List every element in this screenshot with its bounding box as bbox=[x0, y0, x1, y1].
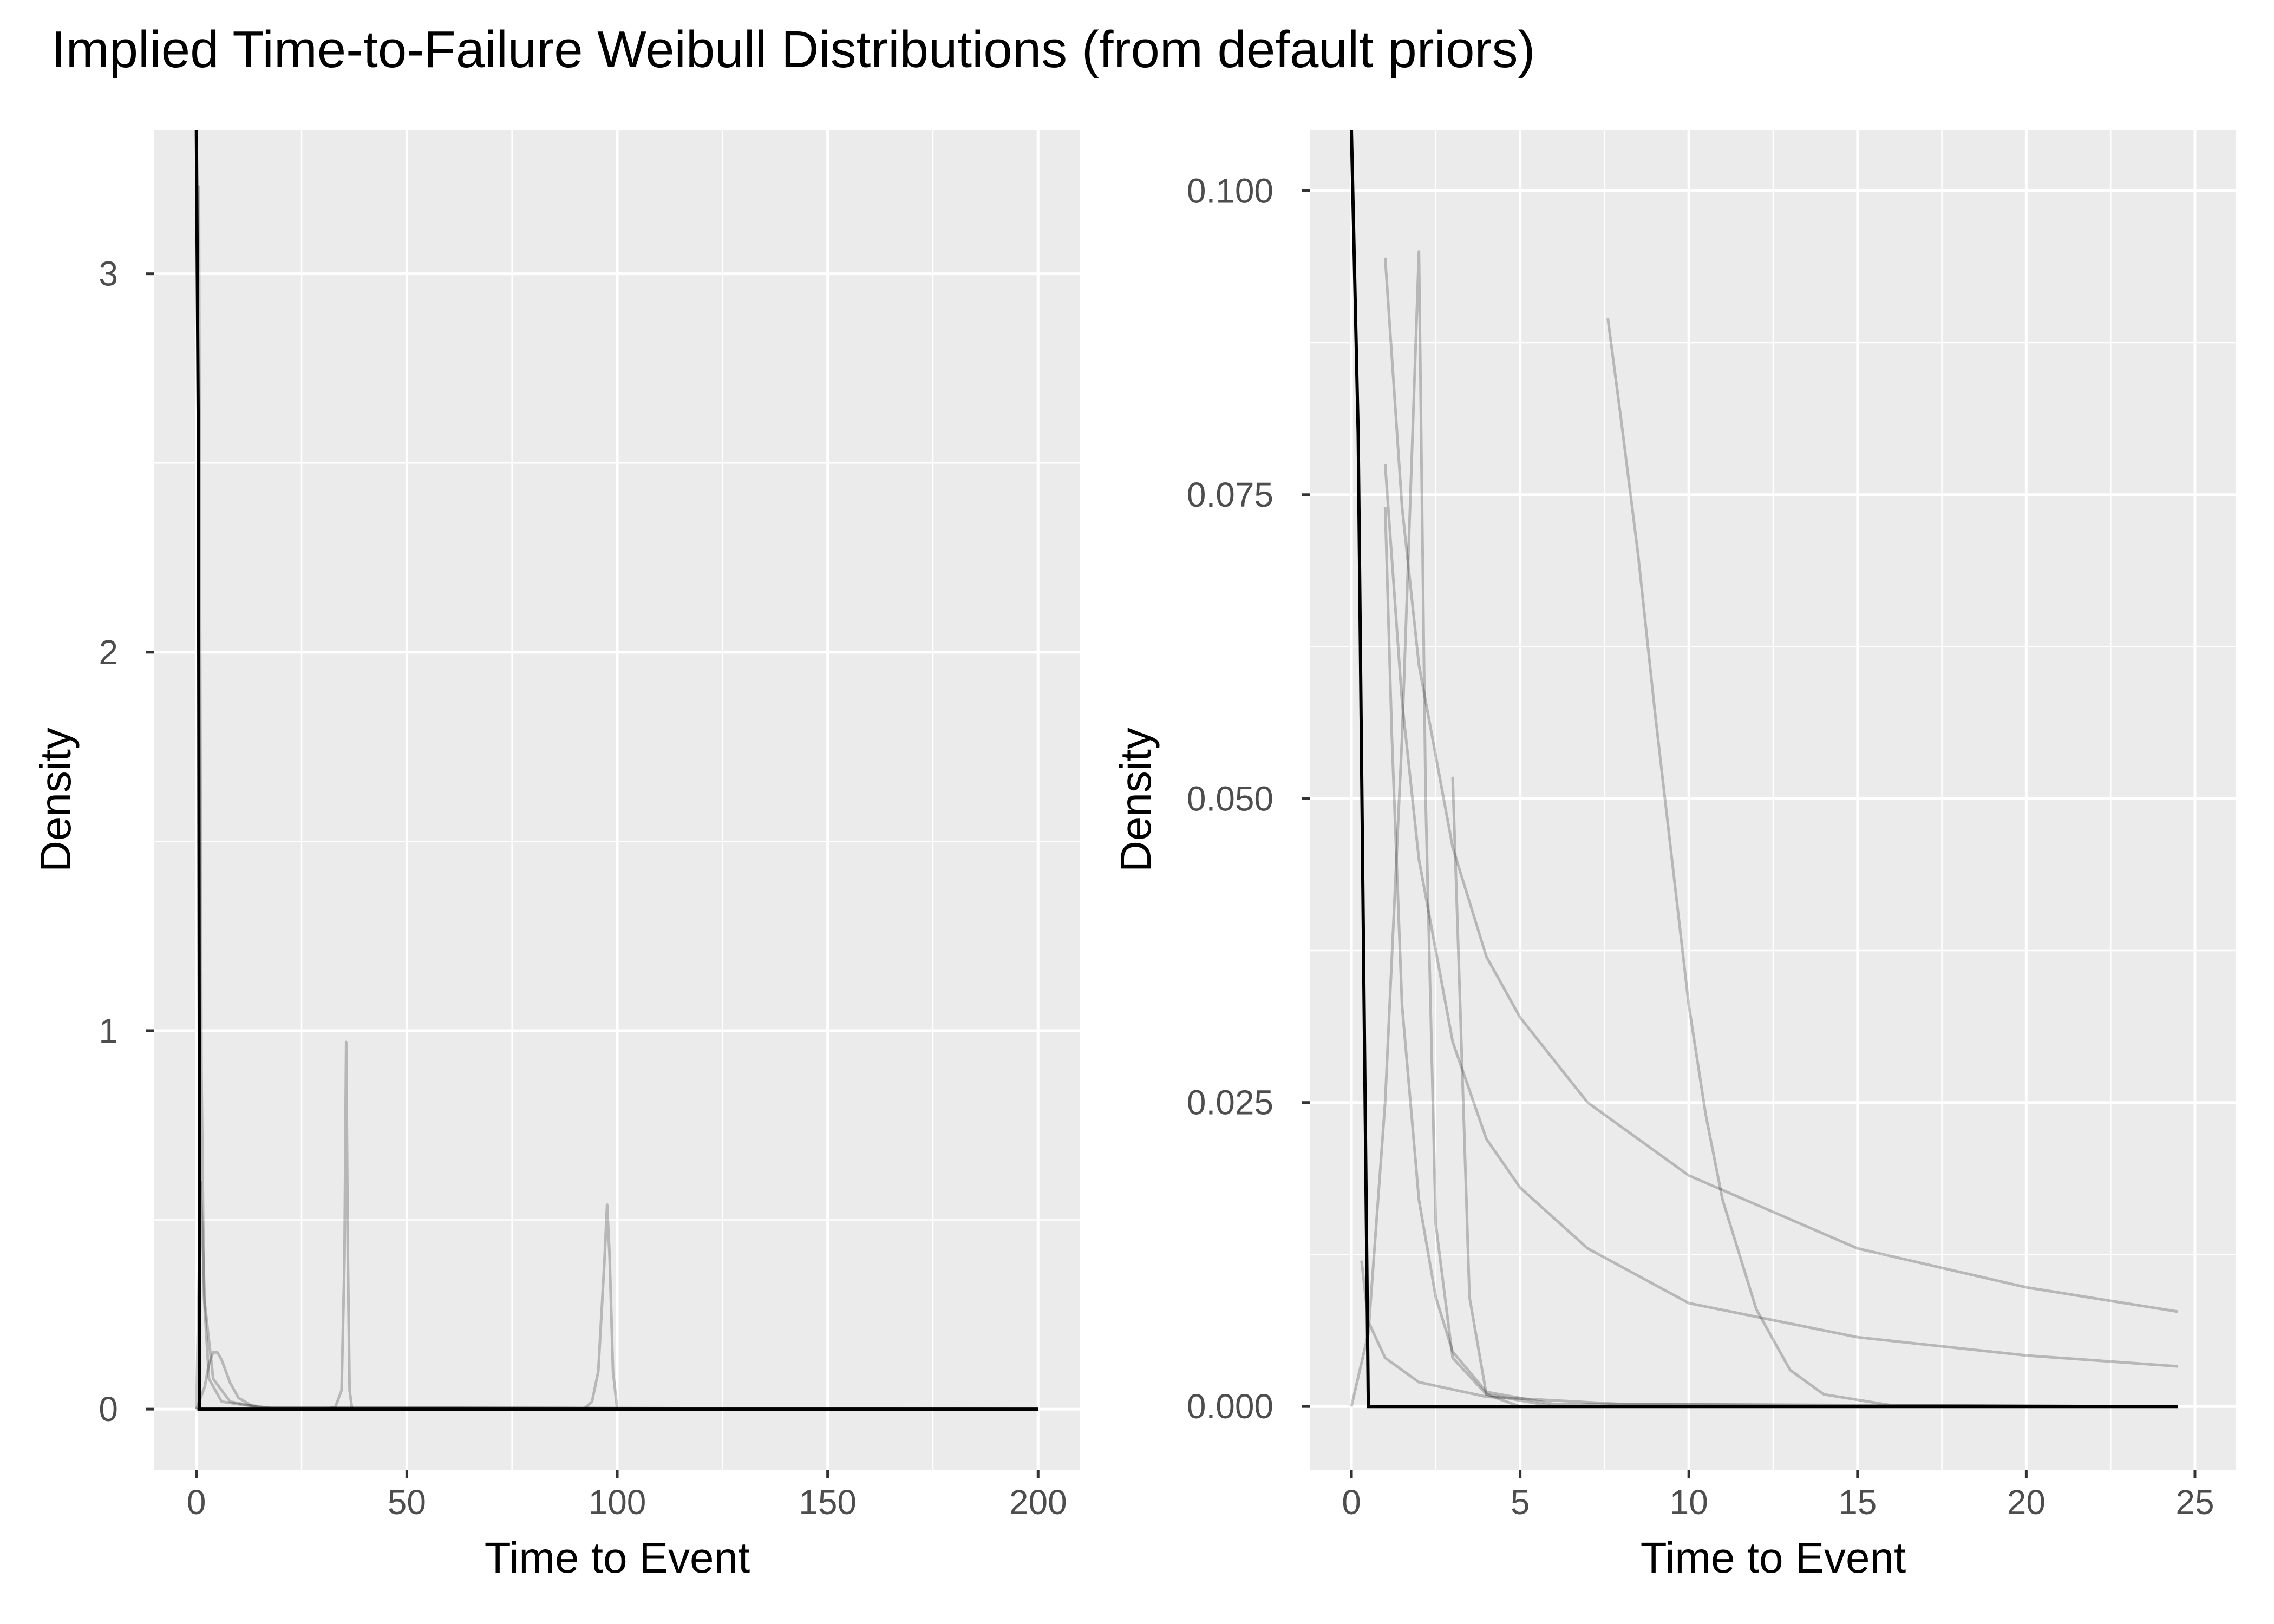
x-tick-label: 200 bbox=[1009, 1483, 1067, 1522]
prior-draw-curve-3 bbox=[195, 1351, 1038, 1411]
reference-curve bbox=[1350, 130, 2178, 1409]
prior-draw-curve-6 bbox=[1606, 318, 2178, 1408]
y-tick-label: 0.025 bbox=[1187, 1083, 1273, 1122]
x-tick-label: 5 bbox=[1511, 1483, 1530, 1522]
prior-draw-curve-5 bbox=[196, 1203, 1038, 1411]
y-tick-label: 2 bbox=[99, 633, 118, 672]
prior-draw-curve-3 bbox=[1350, 250, 2178, 1408]
y-tick-label: 0.050 bbox=[1187, 779, 1273, 818]
x-tick-label: 150 bbox=[799, 1483, 857, 1522]
curves-group bbox=[194, 130, 1038, 1411]
prior-draw-curve-2 bbox=[1383, 464, 2178, 1368]
y-axis-title: Density bbox=[31, 728, 80, 872]
x-tick-label: 15 bbox=[1838, 1483, 1877, 1522]
right-panel: 0 5 10 15 20 25 0.000 0.025 0.050 0.075 0.100 Time … bbox=[1112, 130, 2236, 1582]
prior-draw-curve-4 bbox=[1383, 507, 2178, 1408]
y-axis-title: Density bbox=[1112, 728, 1160, 872]
x-axis-title: Time to Event bbox=[485, 1534, 750, 1582]
x-tick-label: 0 bbox=[1342, 1483, 1361, 1522]
y-tick-label: 0.000 bbox=[1187, 1387, 1273, 1426]
left-panel: 0 50 100 150 200 0 1 2 3 Time to Event Density bbox=[31, 130, 1080, 1582]
x-tick-label: 20 bbox=[2007, 1483, 2046, 1522]
figure-title: Implied Time-to-Failure Weibull Distribu… bbox=[51, 21, 1535, 78]
x-tick-label: 50 bbox=[388, 1483, 426, 1522]
y-tick-label: 0.075 bbox=[1187, 475, 1273, 514]
y-tick-label: 3 bbox=[99, 254, 118, 293]
curves-group bbox=[1350, 130, 2179, 1409]
y-tick-label: 0 bbox=[99, 1390, 118, 1429]
reference-curve bbox=[194, 130, 1038, 1411]
y-tick-label: 1 bbox=[99, 1011, 118, 1050]
x-tick-label: 0 bbox=[187, 1483, 206, 1522]
x-tick-label: 25 bbox=[2175, 1483, 2214, 1522]
x-tick-label: 10 bbox=[1670, 1483, 1708, 1522]
x-axis-title: Time to Event bbox=[1641, 1534, 1906, 1582]
prior-draw-curve-1 bbox=[1383, 257, 2179, 1313]
x-tick-label: 100 bbox=[589, 1483, 646, 1522]
y-tick-label: 0.100 bbox=[1187, 171, 1273, 210]
